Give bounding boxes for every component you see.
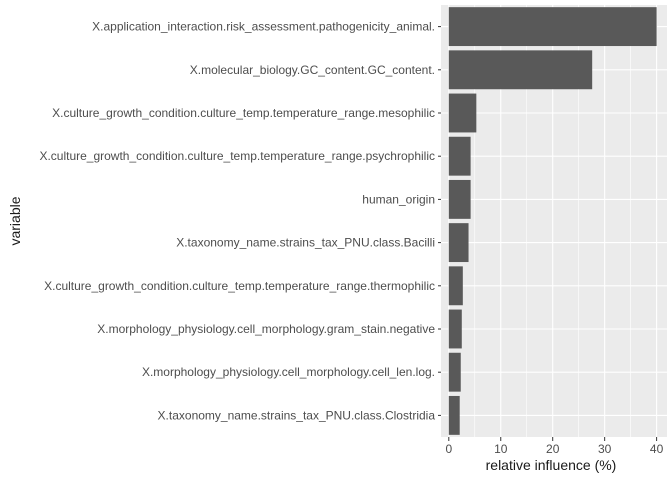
x-axis-title: relative influence (%) [486,457,617,473]
y-tick-label: X.morphology_physiology.cell_morphology.… [97,322,435,336]
y-tick-label: X.molecular_biology.GC_content.GC_conten… [190,63,435,77]
x-tick-label: 10 [494,442,508,456]
y-tick-label: X.culture_growth_condition.culture_temp.… [44,279,435,293]
bars [448,7,657,435]
bar [448,309,462,349]
y-tick-label: X.culture_growth_condition.culture_temp.… [39,149,435,163]
y-tick-label: X.taxonomy_name.strains_tax_PNU.class.Cl… [158,408,436,422]
bar [448,7,657,47]
y-tick-label: human_origin [362,192,435,206]
y-tick-labels: X.application_interaction.risk_assessmen… [39,20,441,422]
bar [448,179,471,219]
y-axis-title: variable [7,196,23,245]
bar [448,136,471,176]
bar [448,50,593,90]
y-tick-label: X.taxonomy_name.strains_tax_PNU.class.Ba… [176,236,435,250]
bar [448,266,463,306]
bar [448,395,460,435]
y-tick-label: X.morphology_physiology.cell_morphology.… [142,365,435,379]
x-axis-ticks: 0 10 20 30 40 [445,437,664,456]
x-tick-label: 20 [546,442,560,456]
x-tick-label: 40 [650,442,664,456]
y-tick-label: X.application_interaction.risk_assessmen… [92,20,435,34]
bar [448,352,461,392]
x-tick-label: 0 [445,442,452,456]
x-tick-label: 30 [598,442,612,456]
bar [448,93,477,133]
y-tick-label: X.culture_growth_condition.culture_temp.… [52,106,435,120]
bar [448,223,469,263]
